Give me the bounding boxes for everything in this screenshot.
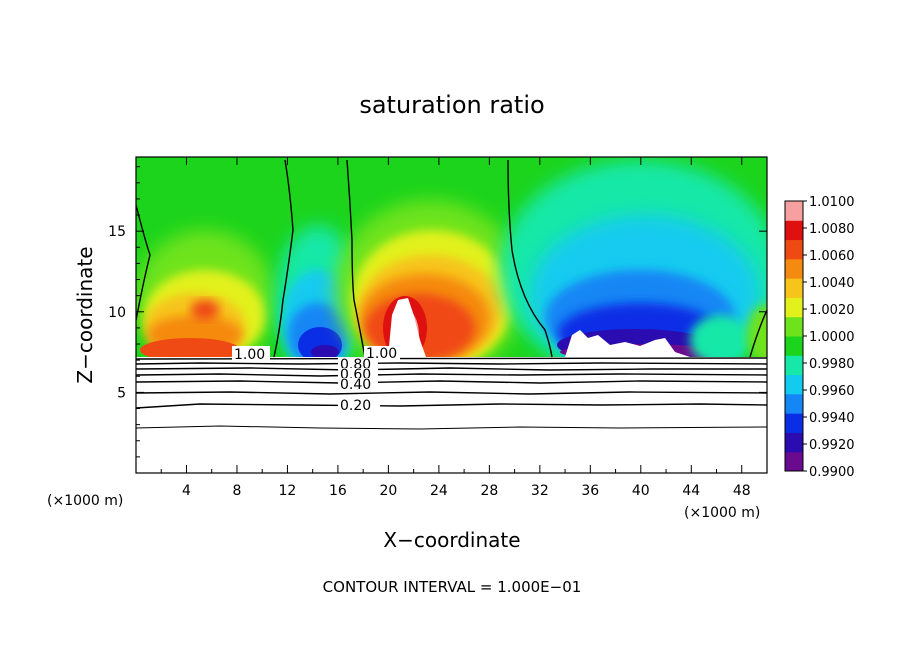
y-axis-label: Z−coordinate bbox=[73, 246, 97, 383]
x-tick-label: 40 bbox=[632, 483, 650, 499]
colorbar-swatch bbox=[785, 432, 803, 453]
y-axis: 5 10 15 bbox=[108, 166, 767, 458]
colorbar-label: 1.0100 bbox=[809, 195, 855, 210]
sub-cloud-layer bbox=[136, 357, 767, 473]
contour-layer-5 bbox=[136, 380, 767, 384]
colorbar-swatch bbox=[785, 393, 803, 414]
colorbar-swatch bbox=[785, 297, 803, 318]
contour-interval-note: CONTOUR INTERVAL = 1.000E−01 bbox=[323, 578, 582, 596]
contour-layer-6 bbox=[136, 391, 767, 395]
colorbar: 1.0100 1.0080 1.0060 1.0040 1.0020 1.0000 0.99… bbox=[784, 195, 855, 480]
colorbar-swatch bbox=[785, 374, 803, 395]
chart-title: saturation ratio bbox=[359, 91, 544, 119]
x-tick-label: 32 bbox=[531, 483, 549, 499]
colorbar-label: 1.0020 bbox=[809, 303, 855, 318]
central-moist-plume bbox=[335, 200, 525, 380]
colorbar-swatch bbox=[785, 220, 803, 241]
contour-layer-1 bbox=[136, 357, 767, 360]
x-tick-label: 4 bbox=[182, 483, 191, 499]
colorbar-label: 0.9980 bbox=[809, 357, 855, 372]
contour-labels: 1.00 1.00 0.80 0.60 0.40 0.20 bbox=[232, 346, 400, 414]
x-tick-label: 44 bbox=[682, 483, 700, 499]
x-unit-right: (×1000 m) bbox=[684, 505, 760, 521]
colorbar-swatch bbox=[785, 239, 803, 260]
contour-1-00-a bbox=[136, 204, 151, 321]
colorbar-swatch bbox=[785, 258, 803, 279]
contour-layer-7 bbox=[136, 403, 767, 409]
contour-layer-4 bbox=[136, 373, 767, 377]
contour-lines bbox=[136, 159, 767, 430]
plot-frame bbox=[135, 156, 768, 474]
colorbar-label: 1.0040 bbox=[809, 276, 855, 291]
right-dry-zone bbox=[500, 160, 767, 380]
contour-layer-2 bbox=[136, 362, 767, 365]
x-axis: 4 8 12 16 20 24 28 32 36 40 44 48 bbox=[160, 157, 751, 499]
x-tick-label: 28 bbox=[480, 483, 498, 499]
colorbar-label: 0.9960 bbox=[809, 384, 855, 399]
contour-1-00-b bbox=[273, 159, 294, 358]
x-tick-label: 16 bbox=[329, 483, 347, 499]
y-tick-label: 5 bbox=[117, 385, 126, 401]
saturation-field: 1.00 1.00 0.80 0.60 0.40 0.20 bbox=[136, 157, 767, 473]
contour-layer-3 bbox=[136, 367, 767, 371]
colorbar-label: 0.9900 bbox=[809, 465, 855, 480]
contour-1-00-d bbox=[507, 159, 553, 358]
y-tick-label: 15 bbox=[108, 224, 126, 240]
colorbar-swatch bbox=[785, 336, 803, 356]
y-tick-label: 10 bbox=[108, 305, 126, 321]
colorbar-label: 1.0000 bbox=[809, 330, 855, 345]
x-tick-label: 24 bbox=[430, 483, 448, 499]
colorbar-swatch bbox=[785, 278, 803, 298]
x-tick-label: 12 bbox=[279, 483, 297, 499]
contour-1-00-e bbox=[749, 309, 767, 358]
x-axis-label: X−coordinate bbox=[383, 528, 520, 552]
x-tick-label: 36 bbox=[581, 483, 599, 499]
contour-layer-8 bbox=[136, 425, 767, 430]
colorbar-label: 0.9940 bbox=[809, 411, 855, 426]
contour-label-5: 0.40 bbox=[340, 377, 371, 393]
left-moist-plume bbox=[136, 230, 275, 370]
x-tick-label: 48 bbox=[733, 483, 751, 499]
x-tick-label: 20 bbox=[379, 483, 397, 499]
colorbar-swatch bbox=[785, 355, 803, 376]
colorbar-swatch bbox=[785, 201, 803, 221]
colorbar-swatch bbox=[785, 451, 803, 472]
contour-label-6: 0.20 bbox=[340, 398, 371, 414]
x-tick-label: 8 bbox=[232, 483, 241, 499]
colorbar-swatch bbox=[785, 316, 803, 337]
x-unit-left: (×1000 m) bbox=[47, 493, 123, 509]
colorbar-label: 1.0060 bbox=[809, 249, 855, 264]
contour-label-1: 1.00 bbox=[234, 347, 265, 363]
colorbar-label: 0.9920 bbox=[809, 438, 855, 453]
contour-1-00-c bbox=[346, 159, 366, 358]
colorbar-swatch bbox=[785, 413, 803, 433]
colorbar-label: 1.0080 bbox=[809, 222, 855, 237]
